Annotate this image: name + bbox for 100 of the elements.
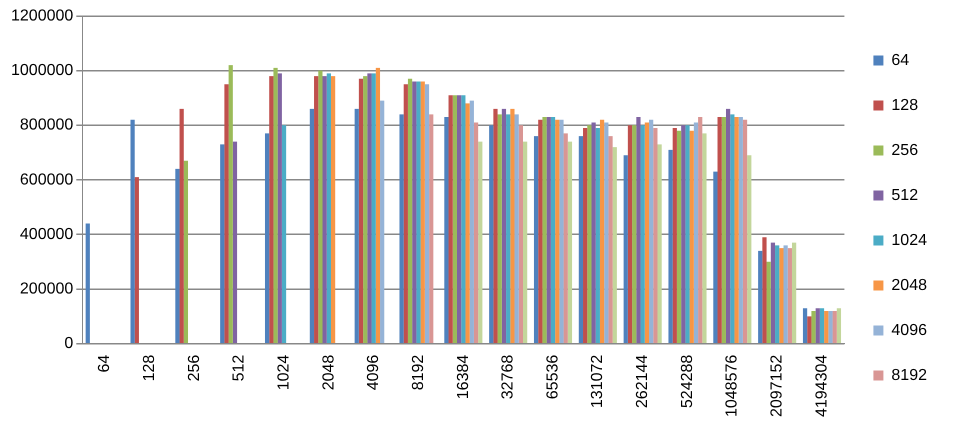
bar <box>788 248 792 343</box>
x-tick-label: 262144 <box>634 354 652 408</box>
bar <box>86 224 90 343</box>
bar <box>624 155 628 343</box>
bar <box>322 76 327 343</box>
bar <box>550 117 556 343</box>
bar <box>220 144 224 343</box>
bar <box>779 248 784 343</box>
bar <box>747 155 752 343</box>
bar <box>676 130 682 343</box>
bar <box>820 308 824 343</box>
x-tick-label: 131072 <box>589 354 606 408</box>
legend-label: 1024 <box>891 232 928 249</box>
bar <box>534 136 538 343</box>
bar <box>538 120 542 343</box>
bar <box>278 73 282 343</box>
bar <box>134 177 139 343</box>
x-tick-label: 8192 <box>410 354 427 390</box>
bar <box>644 122 650 343</box>
bar <box>640 125 645 343</box>
bar <box>326 73 331 343</box>
bar <box>694 122 698 343</box>
bar <box>358 78 364 343</box>
bar <box>184 160 188 343</box>
bar <box>354 108 359 343</box>
x-tick-label: 1048576 <box>724 354 741 418</box>
bar <box>807 316 812 343</box>
x-tick-label: 524288 <box>678 354 696 408</box>
y-tick-label: 800000 <box>20 116 74 134</box>
bar <box>702 133 707 343</box>
bar <box>636 117 641 343</box>
bar <box>568 142 572 343</box>
y-tick-label: 1000000 <box>10 62 74 80</box>
bar <box>264 133 270 343</box>
bar <box>282 125 286 343</box>
bar <box>672 128 677 343</box>
bar <box>698 117 702 343</box>
legend-label: 64 <box>891 52 910 69</box>
x-tick-label: 32768 <box>500 354 517 400</box>
bar <box>506 114 510 343</box>
bar <box>784 245 788 343</box>
bar <box>722 117 726 343</box>
bar <box>478 142 482 343</box>
x-tick-label: 2048 <box>320 354 338 390</box>
bar <box>175 168 180 343</box>
bar <box>632 125 636 343</box>
bar <box>408 78 412 343</box>
bar <box>452 95 457 343</box>
bar <box>363 76 368 343</box>
bar <box>228 65 233 343</box>
bar <box>502 108 506 343</box>
legend-label: 4096 <box>891 322 928 339</box>
bar <box>628 125 632 343</box>
bar <box>224 84 229 343</box>
bar <box>578 136 584 343</box>
x-tick-label: 16384 <box>454 354 472 400</box>
bar <box>493 108 498 343</box>
bar <box>604 122 608 343</box>
bar <box>762 237 767 343</box>
bar <box>555 120 560 343</box>
bar <box>792 242 796 343</box>
bar <box>758 250 762 343</box>
bar <box>130 120 135 343</box>
bar <box>718 117 722 343</box>
bar <box>832 310 837 343</box>
bar <box>657 144 662 343</box>
bar <box>514 114 519 343</box>
y-tick-label: 600000 <box>20 171 74 188</box>
bar <box>429 114 434 343</box>
bar <box>600 120 604 343</box>
x-tick-label: 512 <box>230 354 248 382</box>
bar <box>510 108 515 343</box>
bar <box>444 117 449 343</box>
bar <box>596 128 600 343</box>
bar <box>474 122 478 343</box>
bar <box>668 150 673 343</box>
y-tick-label: 400000 <box>20 226 74 243</box>
bar <box>376 68 380 343</box>
bar <box>766 262 771 343</box>
bar <box>681 125 686 343</box>
bar <box>591 122 596 343</box>
bar <box>738 117 743 343</box>
y-tick-label: 0 <box>64 335 74 352</box>
bar <box>330 76 336 343</box>
bar <box>653 128 658 343</box>
y-tick-label: 200000 <box>20 280 74 298</box>
bar <box>713 172 718 343</box>
bar <box>470 100 474 343</box>
bar <box>310 108 314 343</box>
bar <box>412 82 416 343</box>
bar <box>726 108 730 343</box>
bar <box>399 114 404 343</box>
bar <box>816 308 820 343</box>
x-tick-label: 128 <box>140 354 158 382</box>
legend-label: 128 <box>891 96 918 114</box>
bar <box>685 125 690 343</box>
bar <box>424 84 430 343</box>
bar <box>420 82 425 343</box>
x-tick-label: 4096 <box>365 354 382 390</box>
bar <box>649 120 654 343</box>
